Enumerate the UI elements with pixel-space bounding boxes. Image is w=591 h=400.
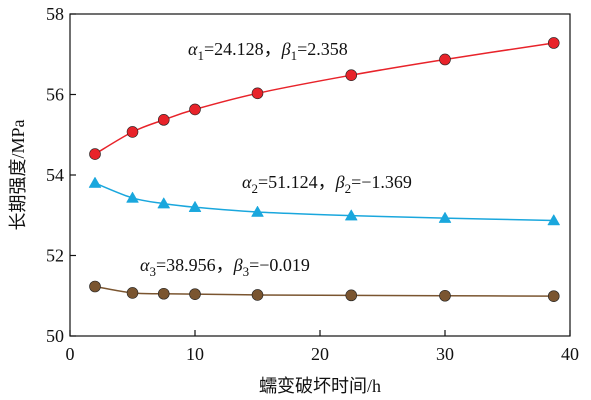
series-2-point — [188, 200, 202, 212]
annotation-3-alpha-sub: 3 — [149, 264, 156, 279]
y-tick-label: 58 — [46, 4, 64, 24]
annotation-1-alpha-value: =24.128， — [204, 39, 282, 59]
series-3-point — [439, 289, 451, 302]
series-1-line — [94, 42, 554, 155]
annotation-3-beta-sub: 3 — [243, 264, 250, 279]
x-tick-label: 0 — [66, 344, 75, 364]
series-2-point — [438, 211, 452, 223]
annotation-1-beta-label: β — [281, 39, 291, 59]
series-2-point — [251, 205, 264, 217]
series-3-point — [345, 289, 358, 302]
annotations: α1=24.128，β1=2.358α2=51.124，β2=−1.369α3=… — [140, 39, 412, 279]
series-1-point — [547, 37, 560, 49]
annotation-2-beta-value: =−1.369 — [351, 172, 412, 192]
annotation-2-beta-label: β — [335, 172, 345, 192]
series-2-point — [157, 197, 171, 209]
y-tick-label: 56 — [46, 85, 64, 105]
series-1-point — [89, 148, 101, 160]
annotation-2-alpha-label: α — [242, 172, 252, 192]
series-1-point — [189, 103, 201, 116]
x-tick-label: 30 — [436, 344, 454, 364]
x-tick-label: 10 — [186, 344, 204, 364]
annotation-3-alpha-label: α — [140, 255, 150, 275]
annotation-1: α1=24.128，β1=2.358 — [188, 39, 348, 63]
series-1-point — [345, 69, 358, 81]
ticks: 0 10 20 30 40 50 52 54 56 58 — [46, 4, 579, 364]
series-1-point — [126, 126, 139, 138]
annotation-1-alpha-label: α — [188, 39, 198, 59]
x-tick-label: 40 — [561, 344, 579, 364]
series-2 — [88, 176, 561, 226]
series-1 — [89, 37, 560, 160]
series-3-point — [126, 287, 139, 299]
y-tick-label: 54 — [46, 165, 64, 185]
series-3-point — [547, 290, 560, 302]
annotation-2-beta-sub: 2 — [345, 181, 352, 196]
annotation-1-alpha-sub: 1 — [197, 48, 204, 63]
series-3-point — [251, 289, 264, 301]
annotation-2-alpha-sub: 2 — [251, 181, 258, 196]
series-2-point — [126, 191, 139, 203]
annotation-1-beta-value: =2.358 — [297, 39, 348, 59]
annotation-2: α2=51.124，β2=−1.369 — [242, 172, 412, 196]
y-axis-title: 长期强度/MPa — [8, 119, 28, 230]
x-axis-title: 蠕变破坏时间/h — [259, 376, 381, 396]
series-3-point — [189, 288, 201, 300]
annotation-2-alpha-value: =51.124， — [258, 172, 336, 192]
series-2-point — [344, 209, 358, 221]
annotation-3-beta-value: =−0.019 — [249, 255, 310, 275]
series-3 — [89, 280, 560, 302]
series-3-point — [89, 280, 101, 293]
annotation-3-alpha-value: =38.956， — [156, 255, 234, 275]
series-2-point — [88, 176, 102, 188]
annotation-3-beta-label: β — [233, 255, 243, 275]
y-tick-label: 52 — [46, 246, 64, 266]
series-1-point — [157, 114, 170, 126]
series-3-point — [157, 287, 170, 300]
series-layer — [88, 37, 561, 302]
y-tick-label: 50 — [46, 326, 64, 346]
x-tick-label: 20 — [311, 344, 329, 364]
annotation-1-beta-sub: 1 — [291, 48, 298, 63]
series-1-point — [251, 87, 264, 100]
annotation-3: α3=38.956，β3=−0.019 — [140, 255, 310, 279]
series-2-point — [547, 213, 561, 226]
series-1-point — [439, 53, 451, 66]
